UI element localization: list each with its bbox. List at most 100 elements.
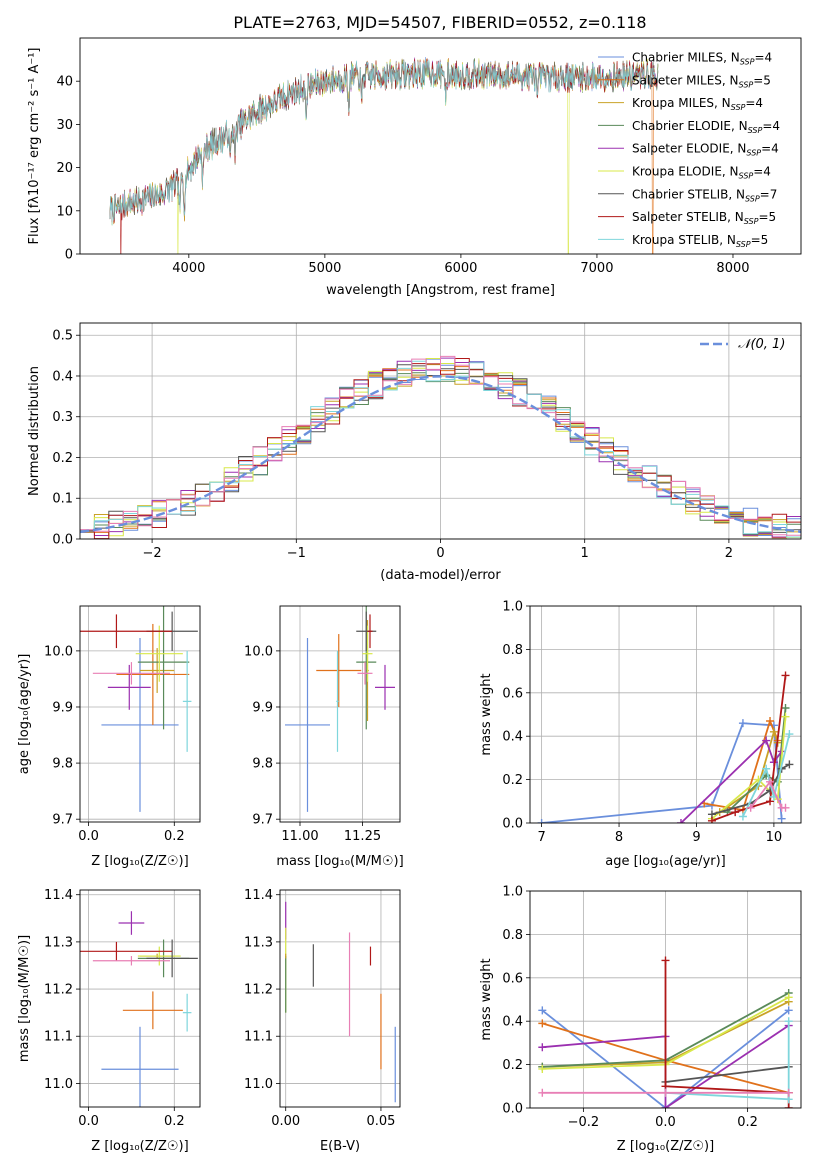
axes-mass_vs_z: 0.0 0.2 11.0 11.1 11.2 11.3 11.4 Z [log₁₀(Z/Z☉)… [17,888,201,1154]
legend-label: Kroupa STELIB, NSSP=5 [632,233,768,249]
y-tick-label: 30 [56,118,73,133]
spectrum-line [109,59,659,226]
y-axis-label: mass weight [479,673,494,755]
weight-marker [766,777,775,786]
weight-marker [738,719,747,728]
weight-marker [707,816,716,823]
x-tick-label: 11.25 [344,829,381,844]
y-tick-label: 0.1 [52,492,73,507]
weight-marker [731,808,740,817]
x-tick-label: 8000 [716,261,749,276]
x-tick-label: 0.05 [366,1114,395,1129]
x-tick-label: 4000 [172,261,205,276]
y-tick-label: 0.0 [502,1102,523,1117]
x-tick-label: 0.2 [164,1114,185,1129]
y-tick-label: 11.0 [244,1077,273,1092]
y-tick-label: 0.0 [502,817,523,832]
y-tick-label: 11.2 [44,983,73,998]
y-tick-label: 9.8 [52,757,73,772]
x-tick-label: 0.0 [78,1114,99,1129]
y-tick-label: 9.9 [52,700,73,715]
x-axis-label: (data-model)/error [380,568,501,583]
weight-marker [746,803,755,812]
weight-line [664,960,790,1108]
axes-residuals: −2 −1 0 1 2 0.0 0.1 0.2 0.3 0.4 0.5 (data-model)/er… [27,322,802,583]
y-tick-label: 11.1 [244,1030,273,1045]
x-tick-label: 0.2 [737,1115,758,1130]
y-tick-label: 11.2 [244,983,273,998]
y-tick-label: 11.4 [244,888,273,903]
weight-marker [762,736,771,745]
histogram-step [80,360,801,538]
x-tick-label: −1 [287,546,306,561]
weight-marker [766,797,775,806]
y-tick-label: 0.2 [502,773,523,788]
legend-label: Kroupa ELODIE, NSSP=4 [632,165,771,181]
x-axis-label: Z [log₁₀(Z/Z☉)] [617,1139,714,1154]
y-tick-label: 11.4 [44,888,73,903]
y-tick-label: 0.5 [52,329,73,344]
x-tick-label: −0.2 [568,1115,600,1130]
legend-label: 𝒩(0, 1) [738,337,785,352]
weight-marker [784,993,793,1002]
y-axis-label: Flux [fλ10⁻¹⁷ erg cm⁻² s⁻¹ A⁻¹] [27,48,42,245]
x-tick-label: 11.00 [281,829,318,844]
axes-frame [79,322,802,540]
x-tick-label: 7000 [580,261,613,276]
axes-weight_vs_age: 7 8 9 10 0.0 0.2 0.4 0.6 0.8 1.0 age [log₁₀(age/yr… [479,600,802,869]
x-axis-label: mass [log₁₀(M/M☉)] [276,854,403,869]
y-tick-label: 20 [56,161,73,176]
y-tick-label: 0.3 [52,410,73,425]
weight-marker [785,730,794,739]
plot-area [280,890,400,1107]
axes-frame [529,605,802,824]
x-tick-label: 6000 [444,261,477,276]
weight-marker [781,703,790,712]
plot-area [280,606,400,822]
x-tick-label: 8 [615,830,623,845]
plot-area [80,606,200,822]
y-tick-label: 0.4 [502,1015,523,1030]
x-tick-label: 0.0 [655,1115,676,1130]
weight-marker [784,1006,793,1015]
weight-marker [538,1088,547,1097]
weight-marker [785,760,794,769]
spectrum-legend: Chabrier MILES, NSSP=4 Salpeter MILES, NS… [598,51,780,249]
y-tick-label: 11.3 [244,935,273,950]
plot-area [530,606,801,823]
plot-area [80,890,200,1107]
weight-marker [784,1104,793,1108]
plot-area [109,56,659,254]
y-tick-label: 11.3 [44,935,73,950]
x-tick-label: 9 [692,830,700,845]
legend-label: Salpeter STELIB, NSSP=5 [632,210,776,226]
x-axis-label: E(B-V) [320,1139,360,1154]
x-axis-label: wavelength [Angstrom, rest frame] [326,283,555,298]
y-tick-label: 9.7 [252,813,273,828]
axes-age_vs_mass: 11.00 11.25 9.7 9.8 9.9 10.0 mass [log₁₀(M/M☉)… [244,605,404,869]
x-tick-label: 10 [766,830,783,845]
y-tick-label: 11.0 [44,1077,73,1092]
weight-marker [766,717,775,726]
y-tick-label: 10.0 [44,644,73,659]
x-tick-label: 7 [537,830,545,845]
weight-marker [784,1017,793,1026]
weight-marker [661,1104,670,1108]
weight-marker [784,1088,793,1097]
y-tick-label: 0.2 [52,451,73,466]
y-tick-label: 1.0 [502,885,523,900]
x-tick-label: −2 [143,546,162,561]
y-tick-label: 0.4 [52,369,73,384]
weight-marker [537,819,546,823]
y-tick-label: 10 [56,204,73,219]
axes-frame [529,890,802,1109]
weight-line [665,1065,789,1083]
weight-marker [676,819,685,823]
y-tick-label: 9.9 [252,700,273,715]
histogram-step [80,355,801,536]
axes-weight_vs_z: −0.2 0.0 0.2 0.0 0.2 0.4 0.6 0.8 1.0 Z [log₁₀(Z/Z… [479,885,802,1154]
weight-marker [781,671,790,680]
figure-title: PLATE=2763, MJD=54507, FIBERID=0552, z=0… [233,13,646,32]
plot-area [530,891,801,1108]
